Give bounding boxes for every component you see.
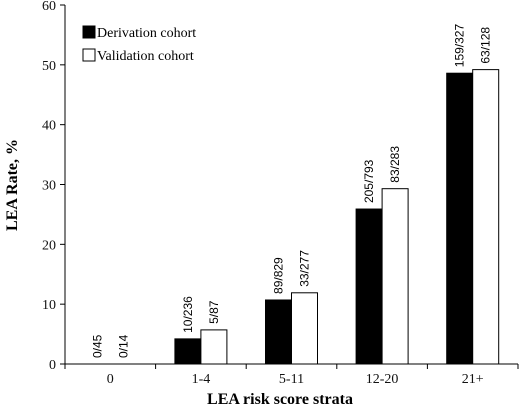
bar xyxy=(472,69,500,365)
x-axis: 0 1-4 5-11 12-20 21+ xyxy=(64,363,519,387)
legend-label: Validation cohort xyxy=(97,49,194,64)
data-label: 63/128 xyxy=(479,27,493,64)
x-tick-label: 1-4 xyxy=(192,372,211,387)
bar xyxy=(265,299,292,365)
bar xyxy=(446,72,474,365)
bar xyxy=(174,338,202,365)
data-label: 33/277 xyxy=(298,250,312,287)
bar xyxy=(381,188,409,365)
legend-swatch xyxy=(82,48,96,62)
data-label: 5/87 xyxy=(207,300,221,324)
bar xyxy=(200,329,228,365)
legend: Derivation cohort Validation cohort xyxy=(82,25,196,64)
data-label: 159/327 xyxy=(453,24,467,68)
legend-label: Derivation cohort xyxy=(97,26,196,41)
y-tick-label: 40 xyxy=(42,119,56,134)
data-labels: 0/45 10/236 89/829 205/793 159/327 0/14 5/87 33… xyxy=(90,24,492,358)
y-tick-label: 10 xyxy=(42,298,56,313)
data-label: 83/283 xyxy=(388,146,402,183)
bar xyxy=(355,208,383,365)
data-label: 205/793 xyxy=(362,159,376,203)
x-tick-label: 0 xyxy=(107,372,114,387)
y-tick-label: 30 xyxy=(42,179,56,194)
bar xyxy=(291,292,318,365)
y-tick-label: 20 xyxy=(42,238,56,253)
x-axis-title: LEA risk score strata xyxy=(207,391,353,408)
x-tick-label: 21+ xyxy=(462,372,484,387)
x-tick-label: 12-20 xyxy=(366,372,399,387)
y-tick-label: 60 xyxy=(42,0,56,14)
y-tick-label: 0 xyxy=(49,358,56,373)
y-axis-title: LEA Rate, % xyxy=(4,139,21,231)
legend-swatch xyxy=(82,25,96,39)
data-label: 89/829 xyxy=(272,257,286,294)
x-tick-label: 5-11 xyxy=(279,372,304,387)
bars xyxy=(174,69,500,365)
data-label: 0/45 xyxy=(90,334,104,358)
y-axis: 0 10 20 30 40 50 60 xyxy=(42,0,66,373)
data-label: 0/14 xyxy=(116,334,130,358)
data-label: 10/236 xyxy=(181,296,195,333)
y-tick-label: 50 xyxy=(42,59,56,74)
